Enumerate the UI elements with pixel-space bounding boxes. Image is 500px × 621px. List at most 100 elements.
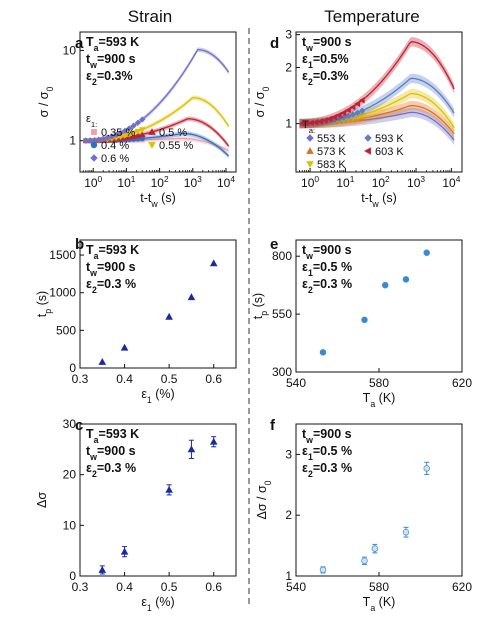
series-data-marker bbox=[336, 115, 343, 122]
series-data-marker bbox=[354, 100, 361, 108]
plot-frame bbox=[79, 423, 237, 577]
data-point bbox=[361, 557, 368, 565]
legend-label: 0.4 % bbox=[101, 140, 129, 152]
x-tick-label: 0.4 bbox=[116, 372, 133, 386]
data-point bbox=[423, 465, 430, 472]
series-data-marker bbox=[108, 133, 115, 140]
y-tick-label: 3 bbox=[285, 28, 292, 42]
panel-letter-c: c bbox=[75, 417, 83, 434]
column-title-right: Temperature bbox=[324, 7, 419, 26]
series-data-marker bbox=[134, 128, 142, 135]
series-data-marker bbox=[340, 109, 347, 116]
series-band bbox=[299, 100, 455, 139]
series-data-marker bbox=[321, 117, 328, 124]
x-tick-label: 580 bbox=[369, 376, 389, 390]
series-band bbox=[299, 107, 455, 145]
legend-marker bbox=[364, 147, 371, 155]
series-data-marker bbox=[340, 114, 347, 121]
legend-label: 583 K bbox=[317, 159, 346, 171]
series-band bbox=[299, 37, 455, 129]
x-tick-label: 102 bbox=[372, 174, 390, 190]
y-tick-label: 300 bbox=[272, 365, 292, 379]
data-point bbox=[187, 445, 196, 453]
y-tick-label: 0 bbox=[69, 361, 76, 375]
legend-marker bbox=[364, 134, 372, 142]
series-data-marker bbox=[326, 115, 333, 123]
x-tick-label: 103 bbox=[184, 174, 202, 190]
data-point bbox=[165, 312, 173, 320]
legend-label: 593 K bbox=[375, 133, 404, 145]
series-data-marker bbox=[139, 116, 146, 123]
y-tick-label: 3 bbox=[285, 447, 292, 461]
legend-marker bbox=[90, 141, 98, 149]
condition-annotation: Ta=593 K bbox=[86, 35, 139, 53]
y-tick-label: 1 bbox=[285, 117, 292, 131]
panel-letter-f: f bbox=[270, 417, 276, 434]
series-data-marker bbox=[335, 111, 342, 119]
y-tick-label: 2 bbox=[285, 60, 292, 74]
legend-label: 0.6 % bbox=[101, 153, 129, 165]
x-tick-label: 620 bbox=[452, 376, 472, 390]
series-data-marker bbox=[113, 131, 120, 138]
y-tick-label: 2 bbox=[285, 508, 292, 522]
series-data-marker bbox=[82, 137, 89, 144]
x-tick-label: 580 bbox=[369, 580, 389, 594]
legend-label: 0.55 % bbox=[159, 140, 193, 152]
condition-annotation: Ta=593 K bbox=[86, 243, 139, 261]
panel-c-overshoot-vs-strain: 0.3 0.4 0.5 0.6 0 10 20 30 ε1 (%) Δσ Ta=593 Ktw=90… bbox=[35, 417, 237, 613]
series-data-marker bbox=[134, 119, 142, 126]
series-data-marker bbox=[331, 113, 337, 121]
series-data-marker bbox=[349, 103, 356, 111]
x-axis-label: t-tw (s) bbox=[361, 191, 397, 209]
data-point bbox=[120, 547, 129, 555]
y-tick-label: 550 bbox=[272, 307, 292, 321]
x-tick-label: 104 bbox=[442, 174, 460, 190]
x-tick-label: 101 bbox=[336, 174, 354, 190]
data-point bbox=[120, 343, 129, 351]
data-point bbox=[209, 259, 218, 267]
y-axis-label: σ / σ0 bbox=[253, 87, 271, 118]
y-axis-label: tp (s) bbox=[35, 291, 53, 317]
legend-label: 0.35 % bbox=[101, 127, 135, 139]
panel-b-peak-time-vs-strain: 0.3 0.4 0.5 0.6 0 500 1000 1500 ε1 (%) tp (s) Ta=5… bbox=[35, 239, 237, 405]
legend-title: ε1: bbox=[86, 113, 97, 129]
legend-marker bbox=[306, 147, 314, 154]
legend: ε1: 0.35 % 0.5 % 0.4 % 0.55 % 0.6 % bbox=[86, 113, 193, 165]
series-data-marker bbox=[117, 129, 124, 137]
condition-annotation: ε2=0.3 % bbox=[86, 277, 136, 295]
x-tick-label: 0.3 bbox=[72, 580, 89, 594]
panel-d-temperature-relaxation-curves: 100 101 102 103 104 1 2 3 t-tw (s) σ / σ0 tw=900 s… bbox=[253, 28, 463, 209]
series-data-marker bbox=[308, 119, 314, 127]
y-axis-label: Δσ / σ0 bbox=[255, 480, 273, 519]
data-point bbox=[165, 485, 173, 493]
series-data-marker bbox=[317, 118, 324, 125]
y-axis-label: tp (s) bbox=[251, 293, 269, 319]
panel-f-overshoot-vs-temperature: 540 580 620 1 2 3 Ta (K) Δσ / σ0 tw=900 sε1=0.5 … bbox=[255, 423, 472, 613]
x-axis-label: Ta (K) bbox=[363, 595, 396, 613]
condition-annotation: ε2=0.3 % bbox=[302, 461, 352, 479]
series-data-marker bbox=[87, 137, 94, 144]
series-data-marker bbox=[139, 127, 146, 133]
series-data-marker bbox=[354, 109, 361, 116]
series-data-marker bbox=[359, 107, 366, 114]
x-tick-label: 0.6 bbox=[205, 372, 222, 386]
x-tick-label: 540 bbox=[286, 376, 306, 390]
data-point bbox=[402, 276, 410, 283]
panel-letter-e: e bbox=[270, 236, 278, 253]
condition-annotation: tw=900 s bbox=[86, 260, 136, 278]
series-data-marker bbox=[139, 131, 146, 137]
condition-annotation: ε1=0.5 % bbox=[302, 260, 352, 278]
y-tick-label: 10 bbox=[63, 518, 77, 532]
panel-a-strain-relaxation-curves: 100 101 102 103 104 1 10 t-tw (s) σ / σ0 Ta=593 K… bbox=[37, 31, 237, 209]
x-axis-label: t-tw (s) bbox=[140, 191, 176, 209]
legend-marker bbox=[148, 128, 156, 135]
data-point bbox=[98, 358, 107, 365]
condition-annotation: tw=900 s bbox=[302, 35, 352, 53]
data-point bbox=[361, 316, 368, 324]
y-tick-label: 1000 bbox=[49, 286, 76, 300]
series-data-marker bbox=[345, 113, 352, 120]
y-tick-label: 30 bbox=[63, 417, 77, 431]
series-0-6- bbox=[82, 47, 230, 144]
series-data-marker bbox=[358, 97, 365, 104]
series-data-marker bbox=[312, 119, 319, 126]
